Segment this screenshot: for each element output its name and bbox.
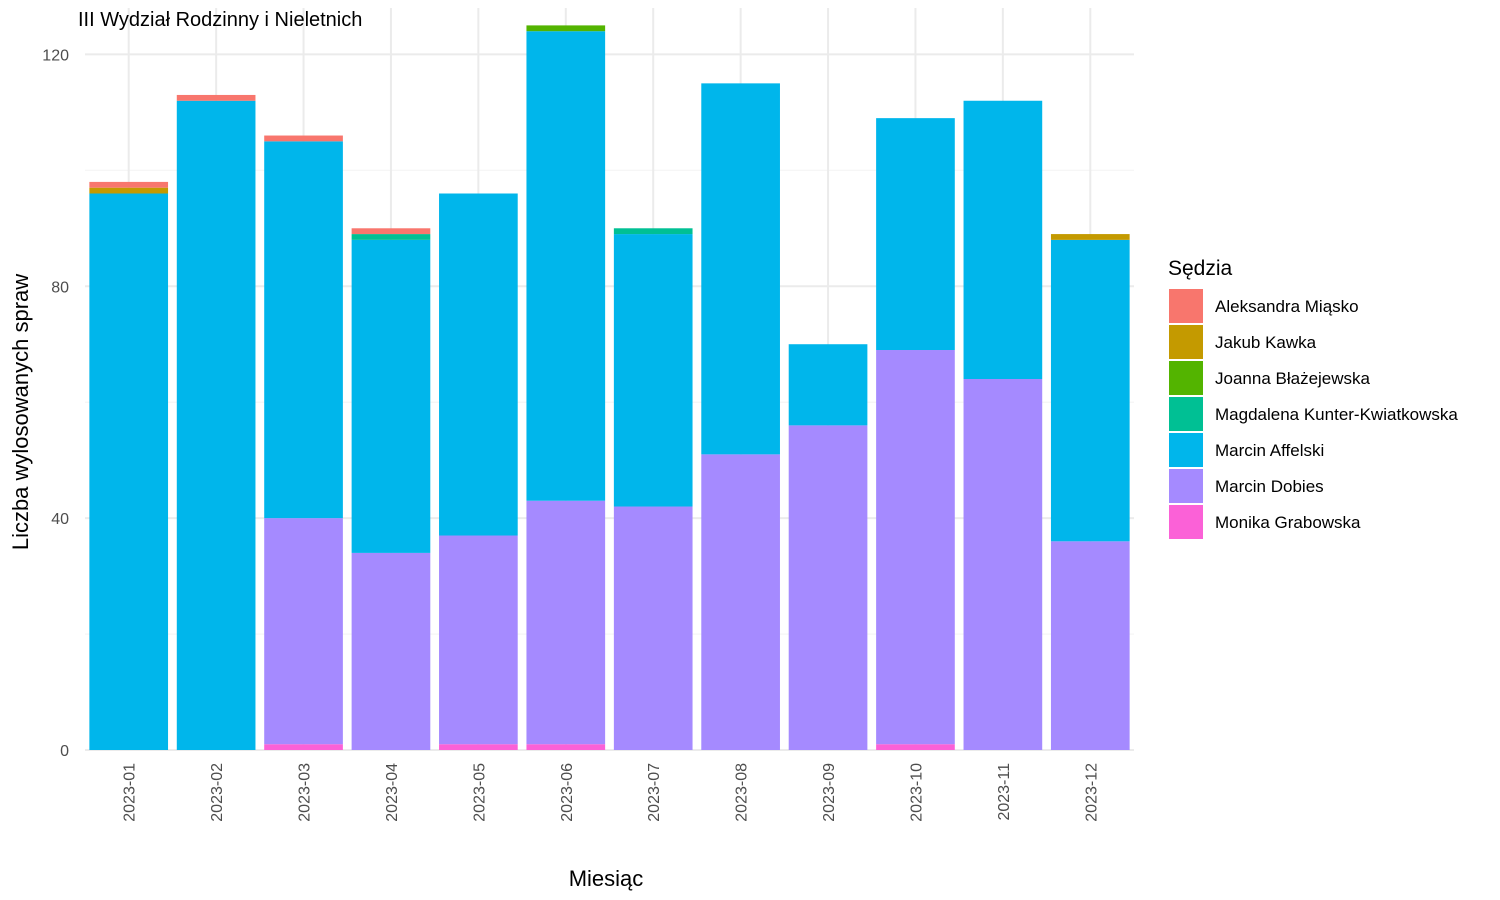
bar-segment [89,193,169,750]
bar-segment [264,518,343,745]
bar-segment [351,552,431,750]
bar-segment [788,344,868,426]
legend-swatch [1169,325,1203,359]
bar-segment [1050,234,1130,240]
y-axis-title: Liczba wylosowanych spraw [8,274,33,550]
bar-segment [264,135,343,142]
x-tick-label: 2023-11 [996,763,1013,821]
y-tick-label: 120 [42,47,69,64]
bar-segment [701,454,780,750]
legend: Sędzia Aleksandra Miąsko Jakub Kawka Joann… [1168,257,1458,539]
bar-segment [701,83,780,455]
x-tick-label: 2023-12 [1083,763,1100,822]
y-tick-label: 0 [60,743,69,760]
bar-segment [439,193,518,536]
legend-swatch [1169,289,1203,323]
legend-swatch [1169,361,1203,395]
bar-segment [613,234,693,507]
bar-segment [351,234,431,240]
bar-segment [89,187,169,194]
bar-segment [788,425,868,750]
bars [89,25,1130,750]
bar-segment [613,506,693,750]
bar-segment [351,228,431,235]
x-tick-label: 2023-07 [646,763,663,822]
legend-label: Magdalena Kunter-Kwiatkowska [1215,405,1458,424]
bar-segment [264,141,343,519]
bar-segment [526,31,606,501]
legend-swatch [1169,505,1203,539]
legend-label: Monika Grabowska [1215,513,1361,532]
x-axis-title: Miesiąc [569,866,644,891]
x-tick-label: 2023-08 [734,763,751,822]
bar-segment [876,118,955,351]
bar-segment [526,500,606,745]
x-tick-label: 2023-02 [209,763,226,822]
x-tick-label: 2023-04 [384,763,401,822]
bar-segment [176,94,256,101]
bar-segment [963,379,1043,750]
x-tick-label: 2023-09 [821,763,838,822]
bar-segment [1050,239,1130,542]
legend-label: Marcin Dobies [1215,477,1324,496]
legend-swatch [1169,469,1203,503]
bar-segment [1050,541,1130,750]
x-tick-label: 2023-01 [122,763,139,822]
y-tick-label: 80 [51,279,69,296]
bar-segment [89,181,169,188]
x-tick-label: 2023-03 [297,763,314,822]
legend-label: Marcin Affelski [1215,441,1324,460]
bar-segment [876,744,955,750]
bar-segment [176,100,256,750]
bar-segment [439,535,518,745]
bar-segment [963,100,1043,379]
bar-segment [439,744,518,750]
x-tick-label: 2023-05 [471,763,488,822]
bar-segment [526,25,606,32]
legend-label: Jakub Kawka [1215,333,1317,352]
legend-swatch [1169,397,1203,431]
bar-segment [526,744,606,750]
axes: 0 40 80 120 2023-01 2023-02 2023-03 2023-04 2023… [42,47,1100,821]
bar-segment [264,744,343,750]
legend-title: Sędzia [1168,257,1233,280]
legend-swatch [1169,433,1203,467]
legend-label: Aleksandra Miąsko [1215,297,1359,316]
bar-segment [876,350,955,745]
chart-title: III Wydział Rodzinny i Nieletnich [78,9,362,31]
legend-label: Joanna Błażejewska [1215,369,1371,388]
bar-segment [351,239,431,553]
x-tick-label: 2023-10 [908,763,925,822]
y-tick-label: 40 [51,511,69,528]
bar-segment [613,228,693,235]
x-tick-label: 2023-06 [559,763,576,822]
